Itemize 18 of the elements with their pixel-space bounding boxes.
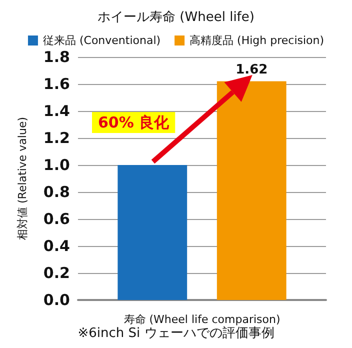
- y-tick-label: 1.4: [43, 102, 70, 120]
- y-tick-label: 1.2: [43, 129, 70, 147]
- chart-title: ホイール寿命 (Wheel life): [98, 10, 254, 25]
- y-tick-label: 0.4: [43, 237, 70, 255]
- y-tick-label: 0.6: [43, 210, 70, 228]
- y-tick-label: 1.6: [43, 75, 70, 93]
- y-tick-label: 1.0: [43, 156, 70, 174]
- y-tick-label: 0.2: [43, 264, 70, 282]
- y-tick-label: 0.0: [43, 291, 70, 309]
- legend-label: 高精度品 (High precision): [190, 34, 324, 47]
- legend-label: 従来品 (Conventional): [42, 34, 161, 47]
- annotation: 60% 良化: [98, 114, 170, 132]
- y-axis-title: 相対値 (Relative value): [16, 117, 29, 240]
- x-axis-title: 寿命 (Wheel life comparison): [124, 313, 280, 326]
- data-label: 1.62: [236, 62, 268, 78]
- y-tick-label: 1.8: [43, 48, 70, 66]
- y-tick-label: 0.8: [43, 183, 70, 201]
- text: ※6inch Si ウェーハでの評価事例: [78, 326, 274, 341]
